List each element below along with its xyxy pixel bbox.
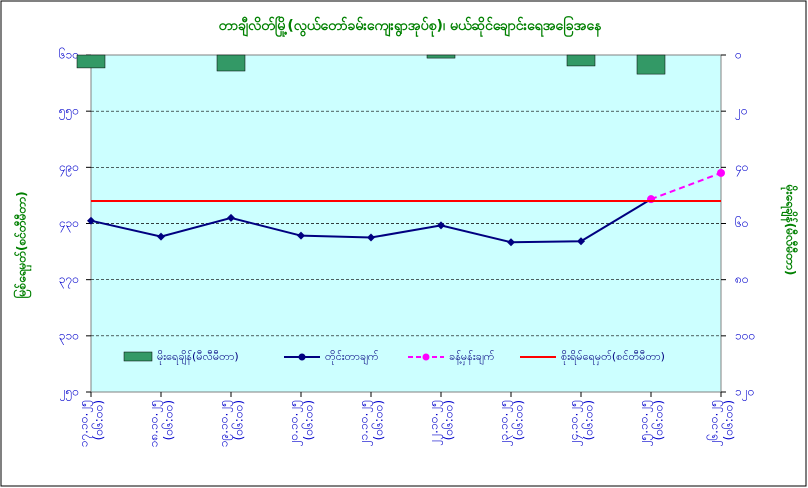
point xyxy=(437,221,445,230)
y2-tick-label: ၀ xyxy=(735,48,742,62)
x-tick-label: ၂၆.၁၀.၂၅ xyxy=(706,400,724,446)
y2-tick-label: ၂၀ xyxy=(735,104,748,121)
y2-tick-label: ၆၀ xyxy=(735,215,749,230)
point xyxy=(87,216,95,225)
legend-label: စိုးရိမ်ရေမှတ်(စင်တီမီတာ) xyxy=(561,350,665,365)
x-tick-label: (၀၆:၀၀) xyxy=(581,400,596,440)
x-tick-label: (၀၆:၀၀) xyxy=(301,400,316,440)
y-tick-label: ၂၅၀ xyxy=(60,385,79,402)
y2-tick-label: ၁၀၀ xyxy=(735,328,755,342)
y2-tick-label: ၈၀ xyxy=(735,272,749,286)
y-tick-label: ၃၁၀ xyxy=(59,328,79,345)
point xyxy=(367,233,375,242)
x-tick-label: (၀၆:၀၀) xyxy=(721,400,736,440)
x-tick-label: ၁၈.၁၀.၂၅ xyxy=(147,400,164,447)
y-tick-label: ၆၁၀ xyxy=(59,47,79,62)
x-tick-label: ၂၃.၁၀.၂၅ xyxy=(497,400,514,446)
x-tick-label: (၀၆:၀၀) xyxy=(441,400,456,440)
point xyxy=(577,237,585,246)
y2-axis-title: မိုးရေချိန်(မီလီမီတာ) xyxy=(780,184,800,276)
point xyxy=(717,168,725,177)
x-tick-label: ၂၅.၁၀.၂၅ xyxy=(637,400,654,446)
y2-tick-label: ၄၀ xyxy=(735,160,749,177)
line xyxy=(650,172,722,201)
legend-marker xyxy=(298,353,306,361)
x-tick-label: ၁၇.၁၀.၂၅ xyxy=(77,400,94,447)
point xyxy=(507,238,515,247)
x-tick-label: (၀၆:၀၀) xyxy=(231,400,246,440)
x-tick-label: ၂၂.၁၀.၂၅ xyxy=(427,400,444,446)
bar xyxy=(636,54,666,75)
x-tick-label: (၀၆:၀၀) xyxy=(161,400,176,440)
bar xyxy=(426,54,456,59)
x-tick-label: (၀၆:၀၀) xyxy=(91,400,106,440)
y-tick-label: ၃၇၀ xyxy=(59,272,79,289)
bar xyxy=(566,54,596,67)
legend-label: တိုင်းတာချက် xyxy=(325,350,379,365)
bar xyxy=(216,54,246,72)
x-tick-label: ၂၄.၁၀.၂၅ xyxy=(567,400,584,446)
x-tick-label: ၂၀.၁၀.၂၅ xyxy=(287,400,304,446)
chart-title: တာချီလိတ်မြို့(လွယ်တော်ခမ်းကျေးရွာအုပ်စု… xyxy=(219,16,602,37)
legend-marker xyxy=(422,353,430,361)
legend-swatch xyxy=(123,351,153,362)
y2-tick-label: ၁၂၀ xyxy=(735,385,754,402)
x-tick-label: ၂၁.၁၀.၂၅ xyxy=(357,400,374,446)
y-tick-label: ၄၃၀ xyxy=(59,216,79,233)
point xyxy=(157,232,165,241)
x-tick-label: (၀၆:၀၀) xyxy=(511,400,526,440)
point xyxy=(297,231,305,240)
x-tick-label: (၀၆:၀၀) xyxy=(651,400,666,440)
point xyxy=(227,213,235,222)
y-tick-label: ၅၅၀ xyxy=(59,104,79,121)
bar xyxy=(76,54,106,69)
y-tick-label: ၄၉၀ xyxy=(59,160,79,177)
x-tick-label: (၀၆:၀၀) xyxy=(371,400,386,440)
legend-label: မိုးရေချိန်(မီလီမီတာ) xyxy=(157,350,239,365)
x-tick-label: ၁၉.၁၀.၂၅ xyxy=(217,400,234,447)
y-axis-title: မြစ်ရေမှတ်(စင်တီမီတာ) xyxy=(12,191,33,298)
legend-label: ခန့်မှန်းချက် xyxy=(449,350,495,365)
